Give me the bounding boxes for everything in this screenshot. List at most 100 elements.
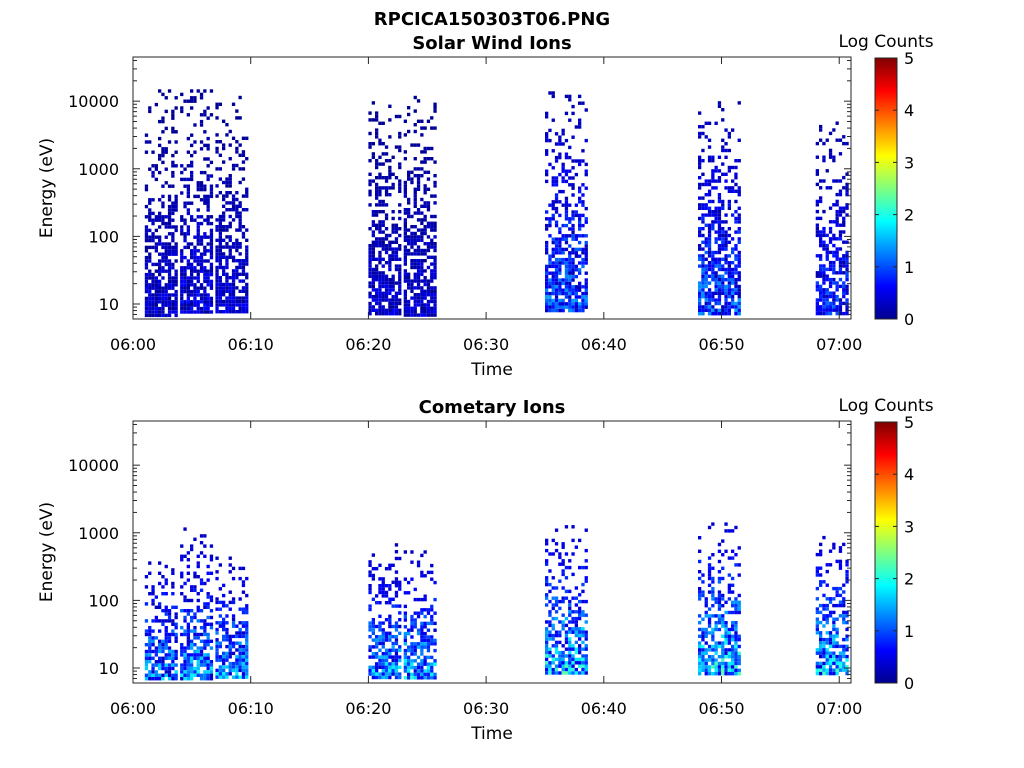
heatmap-cell <box>842 175 846 180</box>
heatmap-cell <box>196 215 200 219</box>
heatmap-cell <box>724 148 728 153</box>
heatmap-cell <box>717 607 722 611</box>
heatmap-cell <box>375 308 379 312</box>
heatmap-cell <box>164 293 168 297</box>
heatmap-cell <box>398 278 402 282</box>
heatmap-cell <box>548 569 552 573</box>
heatmap-cell <box>180 286 184 290</box>
heatmap-cell <box>199 646 204 650</box>
heatmap-cell <box>403 591 407 595</box>
heatmap-cell <box>231 282 236 287</box>
heatmap-cell <box>203 218 207 222</box>
heatmap-cell <box>717 233 722 238</box>
heatmap-cell <box>561 305 565 309</box>
heatmap-cell <box>245 648 249 652</box>
x-tick-label: 06:10 <box>228 335 274 354</box>
heatmap-cell <box>368 645 372 649</box>
heatmap-cell <box>222 604 226 608</box>
heatmap-cell <box>413 597 417 602</box>
heatmap-cell <box>731 624 735 628</box>
heatmap-cell <box>819 644 823 649</box>
heatmap-cell <box>231 661 236 666</box>
heatmap-cell <box>717 274 722 278</box>
heatmap-cell <box>548 128 552 133</box>
heatmap-cell <box>403 180 407 185</box>
heatmap-cell <box>828 631 833 635</box>
heatmap-cell <box>698 159 702 163</box>
heatmap-cell <box>148 643 152 647</box>
heatmap-cell <box>584 664 588 668</box>
heatmap-cell <box>410 225 414 229</box>
heatmap-cell <box>584 657 588 662</box>
heatmap-cell <box>167 232 172 236</box>
heatmap-cell <box>164 300 168 304</box>
heatmap-cell <box>368 227 372 231</box>
heatmap-cell <box>215 228 219 232</box>
heatmap-cell <box>724 254 728 258</box>
heatmap-cell <box>581 295 585 299</box>
x-tick-label: 06:00 <box>110 335 156 354</box>
heatmap-cell <box>416 597 421 602</box>
heatmap-cell <box>375 594 379 598</box>
heatmap-cell <box>815 671 819 676</box>
heatmap-cell <box>698 593 702 598</box>
heatmap-cell <box>398 162 402 166</box>
heatmap-cell <box>571 176 575 180</box>
heatmap-cell <box>423 231 427 236</box>
heatmap-cell <box>158 272 162 277</box>
heatmap-cell <box>228 208 232 212</box>
heatmap-cell <box>174 626 178 630</box>
heatmap-cell <box>190 201 194 205</box>
heatmap-cell <box>561 667 565 672</box>
heatmap-cell <box>731 576 735 581</box>
heatmap-cell <box>433 109 437 113</box>
heatmap-cell <box>561 623 565 628</box>
heatmap-cell <box>574 616 578 621</box>
heatmap-cell <box>430 286 434 290</box>
heatmap-cell <box>571 166 575 170</box>
heatmap-cell <box>225 634 229 639</box>
heatmap-cell <box>407 313 411 317</box>
heatmap-cell <box>558 305 562 309</box>
heatmap-cell <box>199 147 204 151</box>
heatmap-cell <box>554 599 559 604</box>
heatmap-cell <box>845 172 849 176</box>
heatmap-cell <box>190 289 194 294</box>
heatmap-cell <box>832 281 836 285</box>
heatmap-cell <box>371 298 375 302</box>
heatmap-cell <box>420 238 424 242</box>
heatmap-cell <box>554 302 559 306</box>
heatmap-cell <box>384 567 389 571</box>
heatmap-cell <box>245 668 249 673</box>
heatmap-cell <box>838 257 843 261</box>
heatmap-cell <box>154 279 158 284</box>
heatmap-cell <box>416 655 421 660</box>
heatmap-cell <box>584 254 588 258</box>
heatmap-cell <box>375 601 379 605</box>
heatmap-cell <box>416 211 421 215</box>
heatmap-cell <box>384 274 389 278</box>
heatmap-cell <box>199 609 204 613</box>
heatmap-cell <box>584 579 588 583</box>
heatmap-cell <box>558 240 562 245</box>
heatmap-cell <box>416 611 421 615</box>
heatmap-cell <box>842 254 846 258</box>
heatmap-cell <box>558 650 562 655</box>
heatmap-cell <box>174 269 178 273</box>
heatmap-cell <box>413 648 417 653</box>
heatmap-cell <box>384 658 389 663</box>
heatmap-cell <box>838 206 843 210</box>
heatmap-cell <box>391 604 395 608</box>
heatmap-cell <box>416 303 421 307</box>
heatmap-cell <box>183 677 187 681</box>
heatmap-cell <box>190 252 194 256</box>
heatmap-cell <box>228 672 232 676</box>
heatmap-cell <box>151 585 155 589</box>
heatmap-cell <box>711 593 715 598</box>
heatmap-cell <box>375 223 379 227</box>
heatmap-cell <box>388 159 392 163</box>
heatmap-cell <box>231 197 236 202</box>
heatmap-cell <box>158 259 162 263</box>
heatmap-cell <box>167 266 172 270</box>
heatmap-cell <box>245 310 249 314</box>
